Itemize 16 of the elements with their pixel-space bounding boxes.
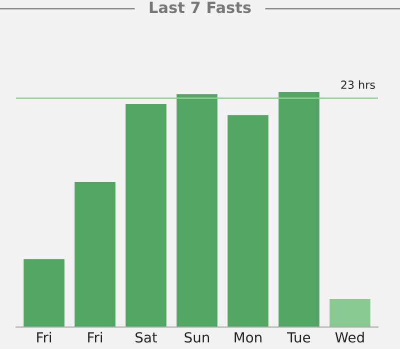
ref-line-label: 23 hrs	[341, 80, 375, 89]
x-tick-label: Wed	[335, 332, 364, 343]
bar	[24, 259, 64, 328]
bar	[126, 104, 166, 328]
bar	[278, 92, 320, 328]
bar	[176, 94, 218, 328]
bar	[228, 115, 268, 328]
x-tick-label: Fri	[37, 332, 52, 342]
x-tick-label: Fri	[88, 332, 102, 342]
x-tick-label: Mon	[234, 332, 262, 343]
x-tick-label: Sun	[184, 332, 210, 343]
x-tick-label: Tue	[287, 332, 310, 343]
bar	[330, 299, 370, 328]
chart-title: Last 7 Fasts	[150, 2, 251, 14]
bar	[74, 182, 116, 328]
x-tick-label: Sat	[136, 332, 158, 343]
